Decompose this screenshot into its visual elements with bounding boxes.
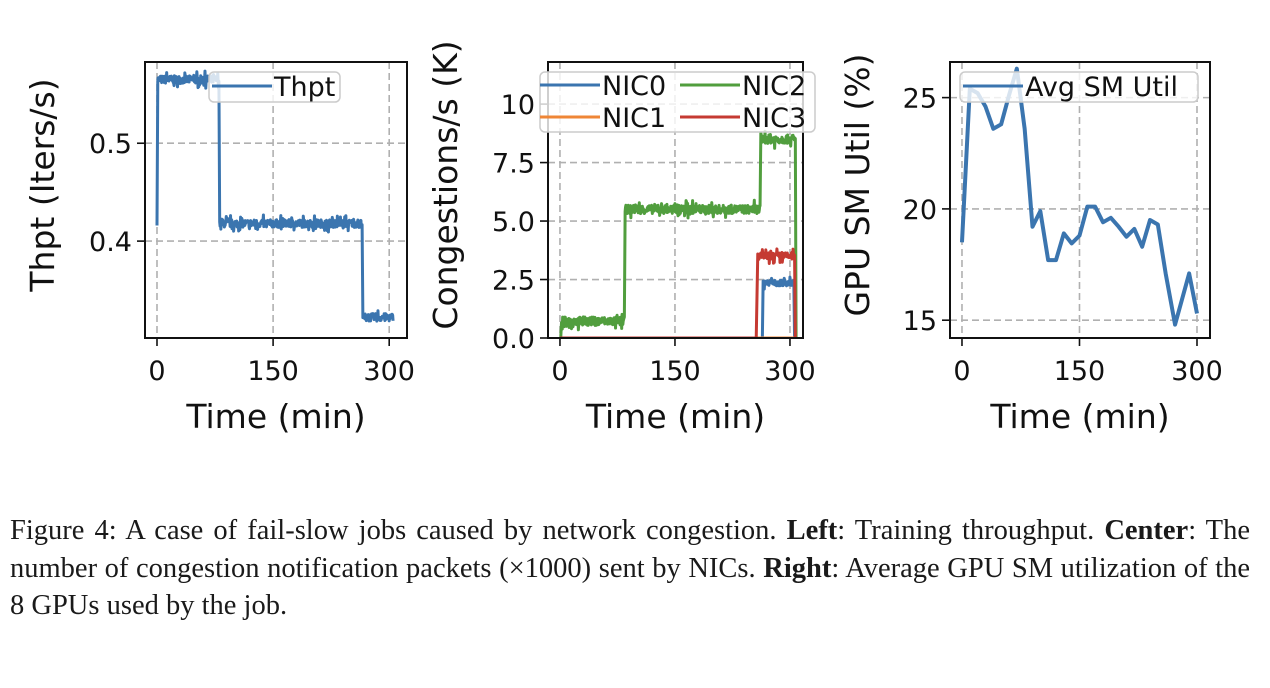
x-tick-label: 0 — [148, 356, 165, 387]
plot-frame — [144, 61, 408, 339]
x-tick-label: 150 — [649, 356, 701, 387]
x-axis-label: Time (min) — [989, 397, 1169, 436]
series-line-nic2 — [558, 129, 798, 338]
x-tick-label: 0 — [551, 356, 568, 387]
series-line-thpt — [155, 69, 395, 323]
legend-label: NIC3 — [742, 103, 806, 134]
x-tick-label: 150 — [1054, 356, 1106, 387]
series-line-avg-sm-util — [959, 66, 1199, 327]
y-tick-label: 20 — [903, 195, 937, 226]
legend-box — [208, 71, 341, 103]
caption-label: Figure 4: — [10, 515, 117, 546]
x-tick-label: 300 — [1171, 356, 1223, 387]
y-tick-label: 25 — [903, 84, 937, 115]
plot-frame — [547, 61, 804, 339]
y-axis-label: Congestions/s (K) — [426, 40, 465, 329]
legend-box — [959, 71, 1199, 103]
legend-label: NIC2 — [742, 71, 806, 102]
legend-label: NIC1 — [602, 103, 666, 134]
legend-label: Thpt — [273, 72, 335, 103]
legend-label: NIC0 — [602, 71, 666, 102]
caption-right-label: Right — [763, 552, 832, 584]
y-tick-label: 10 — [501, 90, 535, 121]
chart-panel-0: 0 150 300 0.4 0.5 Thpt Time (min) Thpt (Iters/s… — [23, 61, 415, 436]
y-axis-label: Thpt (Iters/s) — [23, 78, 62, 292]
legend-box — [539, 71, 816, 133]
y-tick-label: 5.0 — [492, 207, 535, 238]
figure-caption: Figure 4: A case of fail-slow jobs cause… — [10, 512, 1250, 625]
x-tick-label: 300 — [764, 356, 816, 387]
y-tick-label: 0.5 — [89, 129, 132, 160]
caption-left-text: : Training throughput. — [837, 515, 1105, 546]
caption-center-label: Center — [1104, 515, 1189, 546]
caption-left-label: Left — [786, 515, 838, 546]
x-tick-label: 300 — [363, 356, 415, 387]
x-axis-label: Time (min) — [585, 397, 765, 436]
series-line-nic0 — [558, 275, 797, 338]
x-axis-label: Time (min) — [185, 397, 365, 436]
caption-intro: A case of fail-slow jobs caused by netwo… — [116, 515, 787, 546]
y-tick-label: 15 — [903, 306, 937, 337]
caption-center-text: : The number of congestion notification … — [10, 515, 1250, 584]
y-tick-label: 0.4 — [89, 227, 132, 258]
y-axis-label: GPU SM Util (%) — [838, 53, 877, 316]
caption-right-text: : Average GPU SM utilization of the 8 GP… — [10, 552, 1250, 622]
y-tick-label: 7.5 — [492, 149, 535, 180]
chart-panel-2: 0 150 300 15 20 25 Avg SM Util Time (min) GPU SM… — [838, 53, 1223, 436]
x-tick-label: 150 — [247, 356, 299, 387]
legend-label: Avg SM Util — [1025, 72, 1178, 103]
x-tick-label: 0 — [953, 356, 970, 387]
y-tick-label: 0.0 — [492, 324, 535, 355]
plot-frame — [949, 61, 1211, 339]
y-tick-label: 2.5 — [492, 266, 535, 297]
